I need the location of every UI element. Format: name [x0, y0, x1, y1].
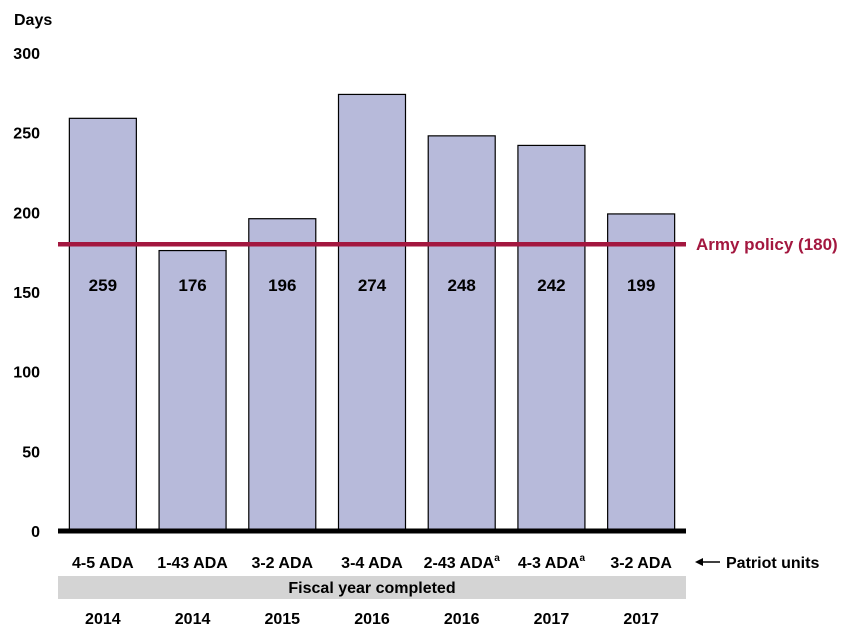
- bar: [337, 93, 407, 532]
- bar-value-label: 248: [448, 276, 476, 295]
- y-tick-label: 150: [13, 285, 40, 302]
- year-label: 2016: [444, 611, 480, 628]
- year-label: 2017: [623, 611, 659, 628]
- bar-value-label: 242: [537, 276, 565, 295]
- x-axis-baseline: [58, 528, 686, 534]
- bar: [607, 213, 676, 532]
- bars: [68, 93, 676, 532]
- bar: [158, 249, 227, 532]
- year-label: 2017: [534, 611, 570, 628]
- bar-value-label: 196: [268, 276, 296, 295]
- y-tick-label: 200: [13, 205, 40, 222]
- category-label: 3-2 ADA: [251, 555, 313, 572]
- year-label: 2014: [85, 611, 121, 628]
- bar-value-label: 176: [178, 276, 206, 295]
- y-tick-label: 0: [31, 524, 40, 541]
- patriot-units-label: Patriot units: [726, 555, 819, 572]
- year-label: 2016: [354, 611, 390, 628]
- bar: [517, 144, 586, 532]
- bar: [68, 117, 137, 532]
- fiscal-year-band: [58, 576, 686, 599]
- category-label: 2-43 ADAa: [424, 553, 501, 572]
- bar-value-label: 199: [627, 276, 655, 295]
- patriot-units-arrow-icon: [695, 558, 720, 566]
- y-tick-label: 250: [13, 126, 40, 143]
- army-policy-label: Army policy (180): [696, 235, 838, 254]
- y-axis-unit-label: Days: [14, 12, 52, 29]
- year-label: 2014: [175, 611, 211, 628]
- year-label: 2015: [264, 611, 300, 628]
- y-tick-label: 300: [13, 46, 40, 63]
- year-labels: 2014 2014 2015 2016 2016 2017 2017: [85, 611, 659, 628]
- y-axis-ticks: 0 50 100 150 200 250 300: [13, 46, 40, 541]
- category-label: 4-3 ADAa: [518, 553, 586, 572]
- bar-value-labels: 259 176 196 274 248 242 199: [89, 276, 656, 295]
- category-label: 3-4 ADA: [341, 555, 403, 572]
- category-label: 1-43 ADA: [157, 555, 228, 572]
- bar-value-label: 259: [89, 276, 117, 295]
- category-label: 3-2 ADA: [610, 555, 672, 572]
- footnote-marker: a: [579, 553, 585, 564]
- bar-value-label: 274: [358, 276, 387, 295]
- y-tick-label: 50: [22, 444, 40, 461]
- fiscal-year-label: Fiscal year completed: [288, 580, 455, 597]
- category-labels: 4-5 ADA 1-43 ADA 3-2 ADA 3-4 ADA 2-43 ADAa 4-…: [72, 553, 672, 572]
- y-tick-label: 100: [13, 365, 40, 382]
- bar: [427, 135, 496, 532]
- footnote-marker: a: [494, 553, 500, 564]
- bar: [248, 218, 317, 532]
- category-label: 4-5 ADA: [72, 555, 134, 572]
